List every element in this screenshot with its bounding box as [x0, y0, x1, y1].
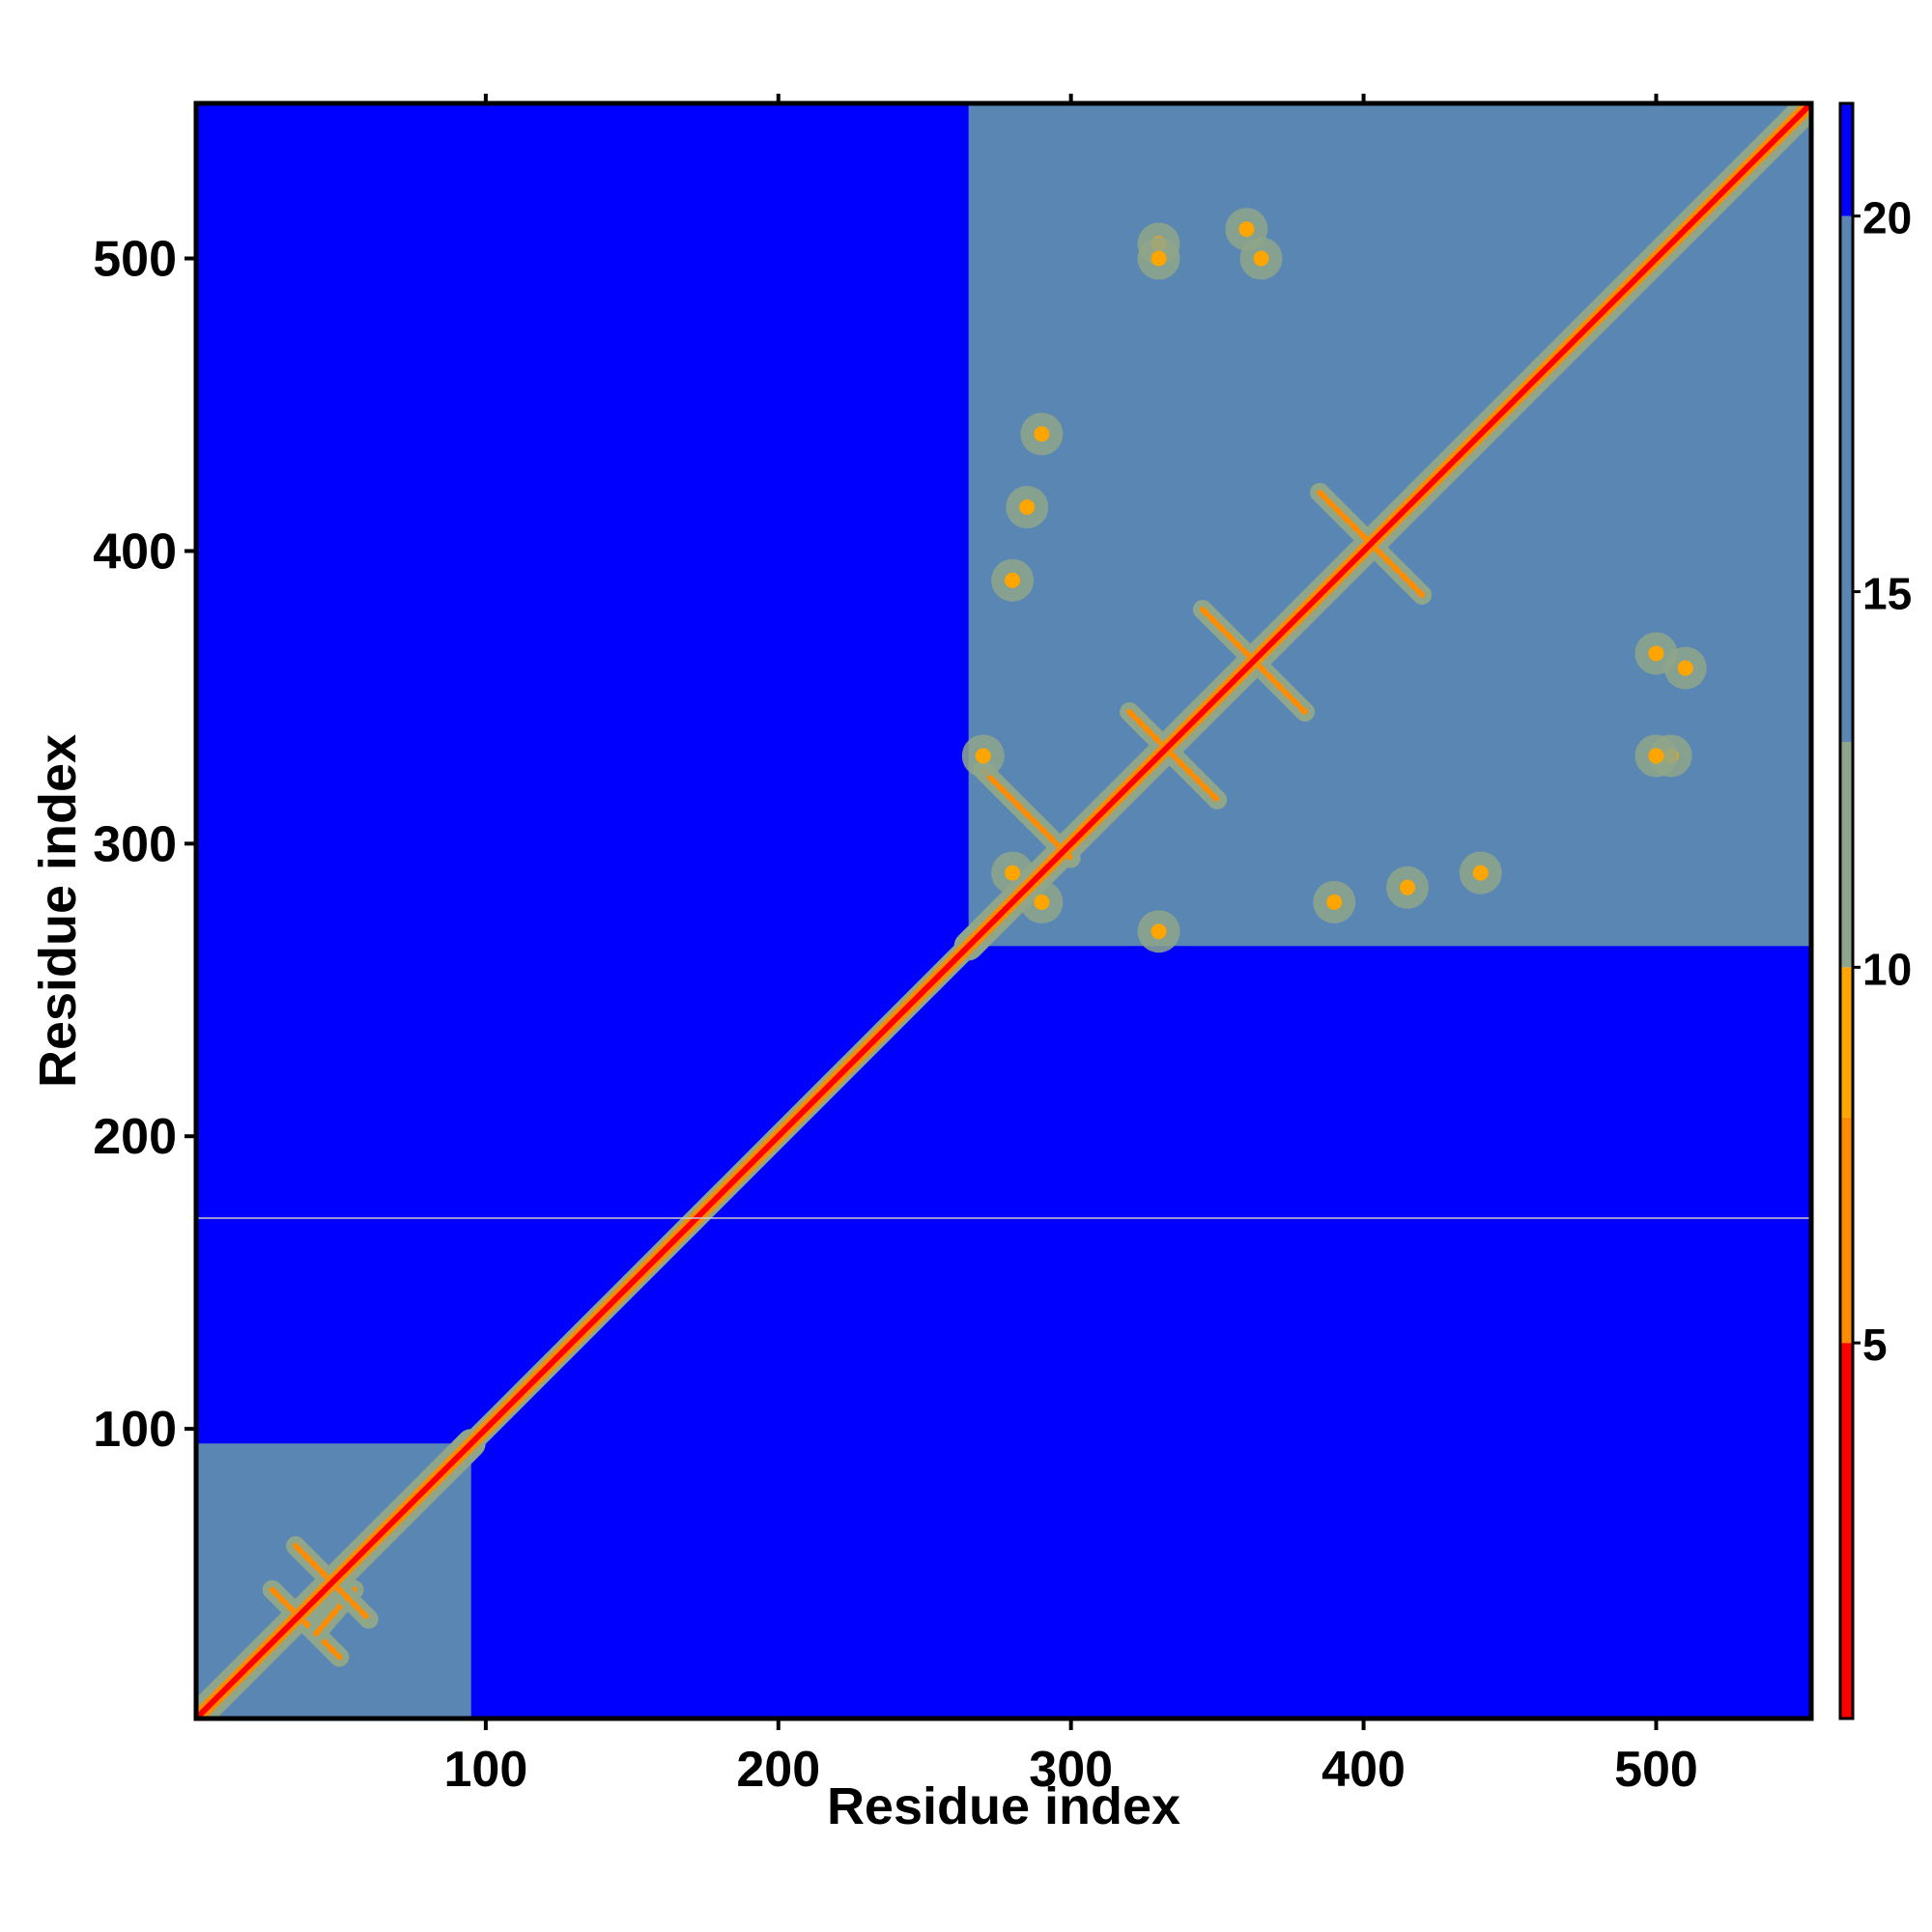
hotspot-core-5: [1648, 645, 1664, 662]
hotspot-core-6: [1648, 748, 1664, 764]
hotspot-core-4: [1238, 221, 1255, 238]
x-tick-label: 300: [1029, 1742, 1113, 1798]
colorbar-tick-label: 5: [1862, 1320, 1888, 1370]
x-tick-label: 500: [1614, 1742, 1698, 1798]
x-axis: 100 200 300 400 500: [443, 94, 1698, 1798]
colorbar-segment: [1840, 1117, 1853, 1344]
colorbar-segment: [1840, 1343, 1853, 1719]
hotspot-core-2: [1005, 572, 1021, 588]
colorbar-tick-label: 10: [1862, 944, 1912, 994]
hotspot-core-9-mirror: [975, 748, 991, 764]
colorbar-segment: [1840, 742, 1853, 968]
x-axis-label: Residue index: [827, 1777, 1180, 1835]
contact-line-4: [980, 767, 1074, 862]
hotspot-core-6-mirror: [1151, 250, 1167, 267]
hotspot-core-4-mirror: [1677, 660, 1693, 676]
colorbar-tick-label: 20: [1862, 193, 1912, 243]
colorbar-frame: [1838, 101, 1855, 1720]
colorbar-segment: [1840, 215, 1853, 743]
colorbar: 5 10 15 20: [1838, 101, 1912, 1720]
plot-frame: [193, 100, 1814, 1721]
colorbar-tick-label: 15: [1862, 568, 1912, 618]
hotspot-core-1-mirror: [1400, 879, 1415, 895]
y-axis: 100 200 300 400 500: [93, 232, 196, 1458]
hotspot-core-5-mirror: [1253, 250, 1269, 267]
hotspot-core-8-mirror: [1005, 865, 1021, 881]
hotspot-core-9: [1151, 923, 1167, 940]
colorbar-segment: [1840, 103, 1853, 216]
y-tick-label: 200: [93, 1109, 177, 1165]
y-tick-label: 300: [93, 816, 177, 872]
y-tick-label: 400: [93, 524, 177, 580]
hotspot-core-2-mirror: [1326, 894, 1343, 910]
x-tick-label: 400: [1321, 1742, 1406, 1798]
hotspot-core-1: [1019, 499, 1036, 515]
y-axis-label: Residue index: [29, 734, 87, 1088]
hotspot-core-7-mirror: [1034, 426, 1050, 442]
hotspot-core-7: [1472, 865, 1489, 881]
contact-line-1: [269, 1586, 343, 1661]
x-tick-label: 200: [736, 1742, 820, 1798]
hotspot-core-8: [1034, 894, 1050, 910]
diagonal-line: [196, 103, 1811, 1719]
y-tick-label: 100: [93, 1402, 177, 1458]
y-tick-label: 500: [93, 232, 177, 288]
contact-line-5: [1126, 709, 1221, 803]
colorbar-segment: [1840, 967, 1853, 1118]
x-tick-label: 100: [443, 1742, 527, 1798]
plot-area: [196, 103, 1811, 1719]
